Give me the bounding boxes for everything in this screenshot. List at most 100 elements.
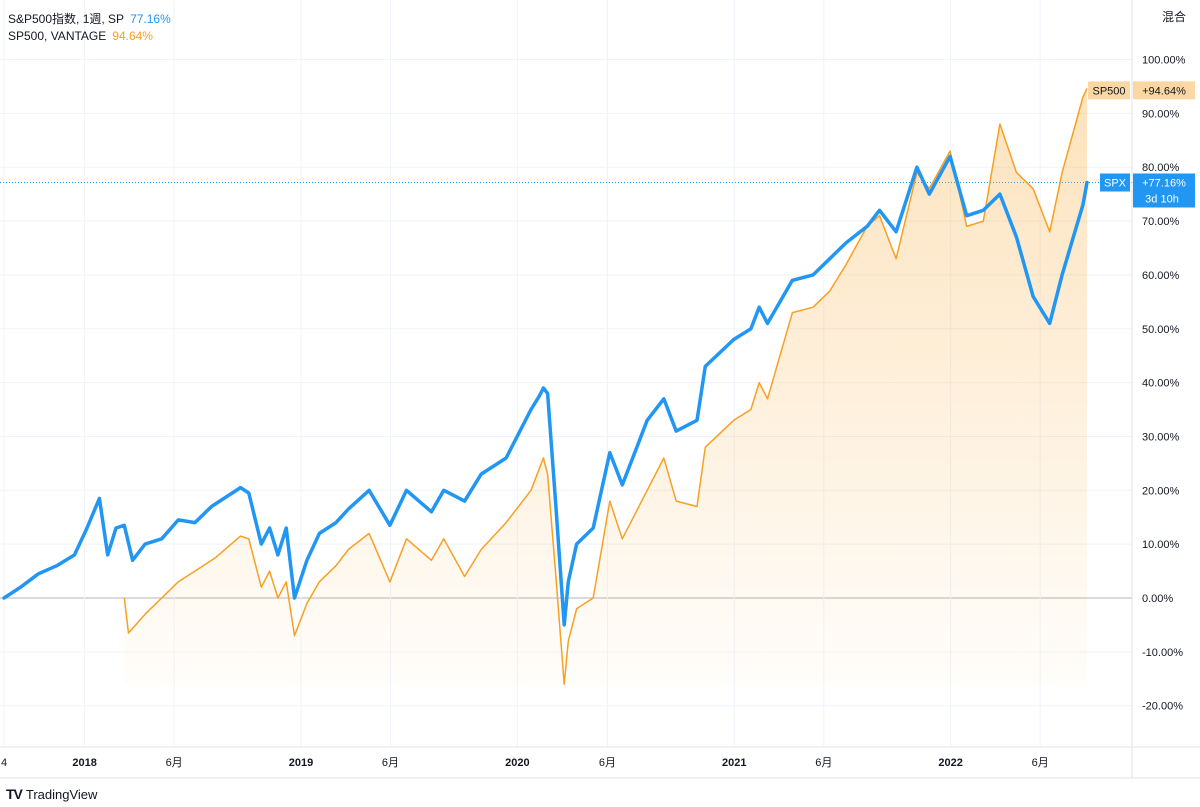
- sp500-point: [696, 506, 698, 508]
- sp500-point: [294, 635, 296, 637]
- spx-point: [538, 395, 540, 397]
- sp500-area-fill: [124, 88, 1088, 685]
- spx-point: [406, 489, 408, 491]
- spx-point: [547, 392, 549, 394]
- sp500-point: [567, 640, 569, 642]
- sp500-name-tag: [1088, 81, 1130, 100]
- legend-spx[interactable]: S&P500指数, 1週, SP 77.16%: [8, 10, 171, 27]
- sp500-point: [123, 597, 125, 599]
- sp500-point: [845, 263, 847, 265]
- spx-point: [646, 419, 648, 421]
- sp500-point: [480, 549, 482, 551]
- sp500-point: [240, 535, 242, 537]
- spx-point: [845, 242, 847, 244]
- sp500-value-tag: [1133, 81, 1195, 100]
- spx-point: [916, 166, 918, 168]
- sp500-point: [646, 489, 648, 491]
- series-layer: [2, 87, 1089, 685]
- spx-point: [194, 522, 196, 524]
- sp500-point: [464, 576, 466, 578]
- spx-point: [1061, 274, 1063, 276]
- legend-sp500-value: 94.64%: [112, 29, 153, 43]
- spx-point: [621, 484, 623, 486]
- y-tick-label: 10.00%: [1142, 539, 1180, 551]
- spx-name-tag: [1100, 173, 1130, 192]
- spx-point: [758, 306, 760, 308]
- sp500-point: [406, 538, 408, 540]
- sp500-point: [866, 225, 868, 227]
- spx-name-label: SPX: [1104, 177, 1127, 189]
- sp500-point: [767, 398, 769, 400]
- sp500-point: [675, 500, 677, 502]
- sp500-point: [260, 586, 262, 588]
- x-tick-label: 2018: [72, 757, 96, 769]
- price-scale-mode[interactable]: 混合: [1161, 10, 1186, 24]
- sp500-point: [248, 538, 250, 540]
- spx-point: [294, 597, 296, 599]
- spx-point: [704, 365, 706, 367]
- tradingview-logo-text: TradingView: [25, 786, 98, 802]
- spx-point: [98, 497, 100, 499]
- sp500-point: [999, 123, 1001, 125]
- sp500-point: [269, 570, 271, 572]
- spx-point: [1016, 236, 1018, 238]
- x-tick-label: 4: [1, 757, 7, 769]
- spx-point: [211, 506, 213, 508]
- x-tick-label: 2019: [289, 757, 313, 769]
- tradingview-logo[interactable]: TV TradingView: [6, 786, 97, 802]
- spx-point: [56, 565, 58, 567]
- sp500-point: [758, 382, 760, 384]
- sp500-point: [609, 500, 611, 502]
- spx-point: [240, 487, 242, 489]
- sp500-point: [1086, 87, 1088, 89]
- spx-point: [20, 586, 22, 588]
- spx-point: [555, 506, 557, 508]
- sp500-point: [128, 632, 130, 634]
- sp500-point: [368, 532, 370, 534]
- tradingview-logo-icon: TV: [6, 786, 23, 802]
- x-tick-label: 2020: [505, 757, 529, 769]
- spx-point: [285, 527, 287, 529]
- spx-point: [389, 524, 391, 526]
- x-tick-label: 6月: [166, 757, 183, 769]
- spx-point: [107, 554, 109, 556]
- y-tick-label: 70.00%: [1142, 216, 1180, 228]
- spx-point: [879, 209, 881, 211]
- spx-value-label: +77.16%: [1142, 177, 1186, 189]
- spx-point: [347, 508, 349, 510]
- spx-point: [368, 489, 370, 491]
- y-tick-label: 30.00%: [1142, 431, 1180, 443]
- sp500-point: [505, 522, 507, 524]
- sp500-point: [318, 581, 320, 583]
- legend-spx-value: 77.16%: [130, 12, 171, 26]
- sp500-point: [547, 473, 549, 475]
- sp500-point: [177, 581, 179, 583]
- sp500-point: [215, 557, 217, 559]
- spx-point: [123, 524, 125, 526]
- last-value-labels: SP500 +94.64% SPX +77.16% 3d 10h: [1088, 81, 1195, 208]
- sp500-point: [530, 489, 532, 491]
- sp500-point: [277, 597, 279, 599]
- legend-sp500[interactable]: SP500, VANTAGE 94.64%: [8, 29, 153, 43]
- legend-sp500-title: SP500, VANTAGE: [8, 29, 107, 43]
- sp500-point: [812, 306, 814, 308]
- spx-point: [563, 624, 565, 626]
- sp500-point: [829, 290, 831, 292]
- sp500-point: [1032, 188, 1034, 190]
- spx-point: [1086, 182, 1088, 184]
- spx-point: [430, 511, 432, 513]
- sp500-point: [791, 312, 793, 314]
- spx-point: [115, 527, 117, 529]
- x-tick-label: 6月: [599, 757, 616, 769]
- spx-point: [949, 155, 951, 157]
- sp500-point: [621, 538, 623, 540]
- x-tick-label: 6月: [382, 757, 399, 769]
- spx-point: [791, 279, 793, 281]
- x-tick-label: 2021: [722, 757, 746, 769]
- spx-point: [999, 193, 1001, 195]
- sp500-point: [347, 549, 349, 551]
- sp500-point: [949, 150, 951, 152]
- spx-point: [812, 274, 814, 276]
- spx-point: [74, 554, 76, 556]
